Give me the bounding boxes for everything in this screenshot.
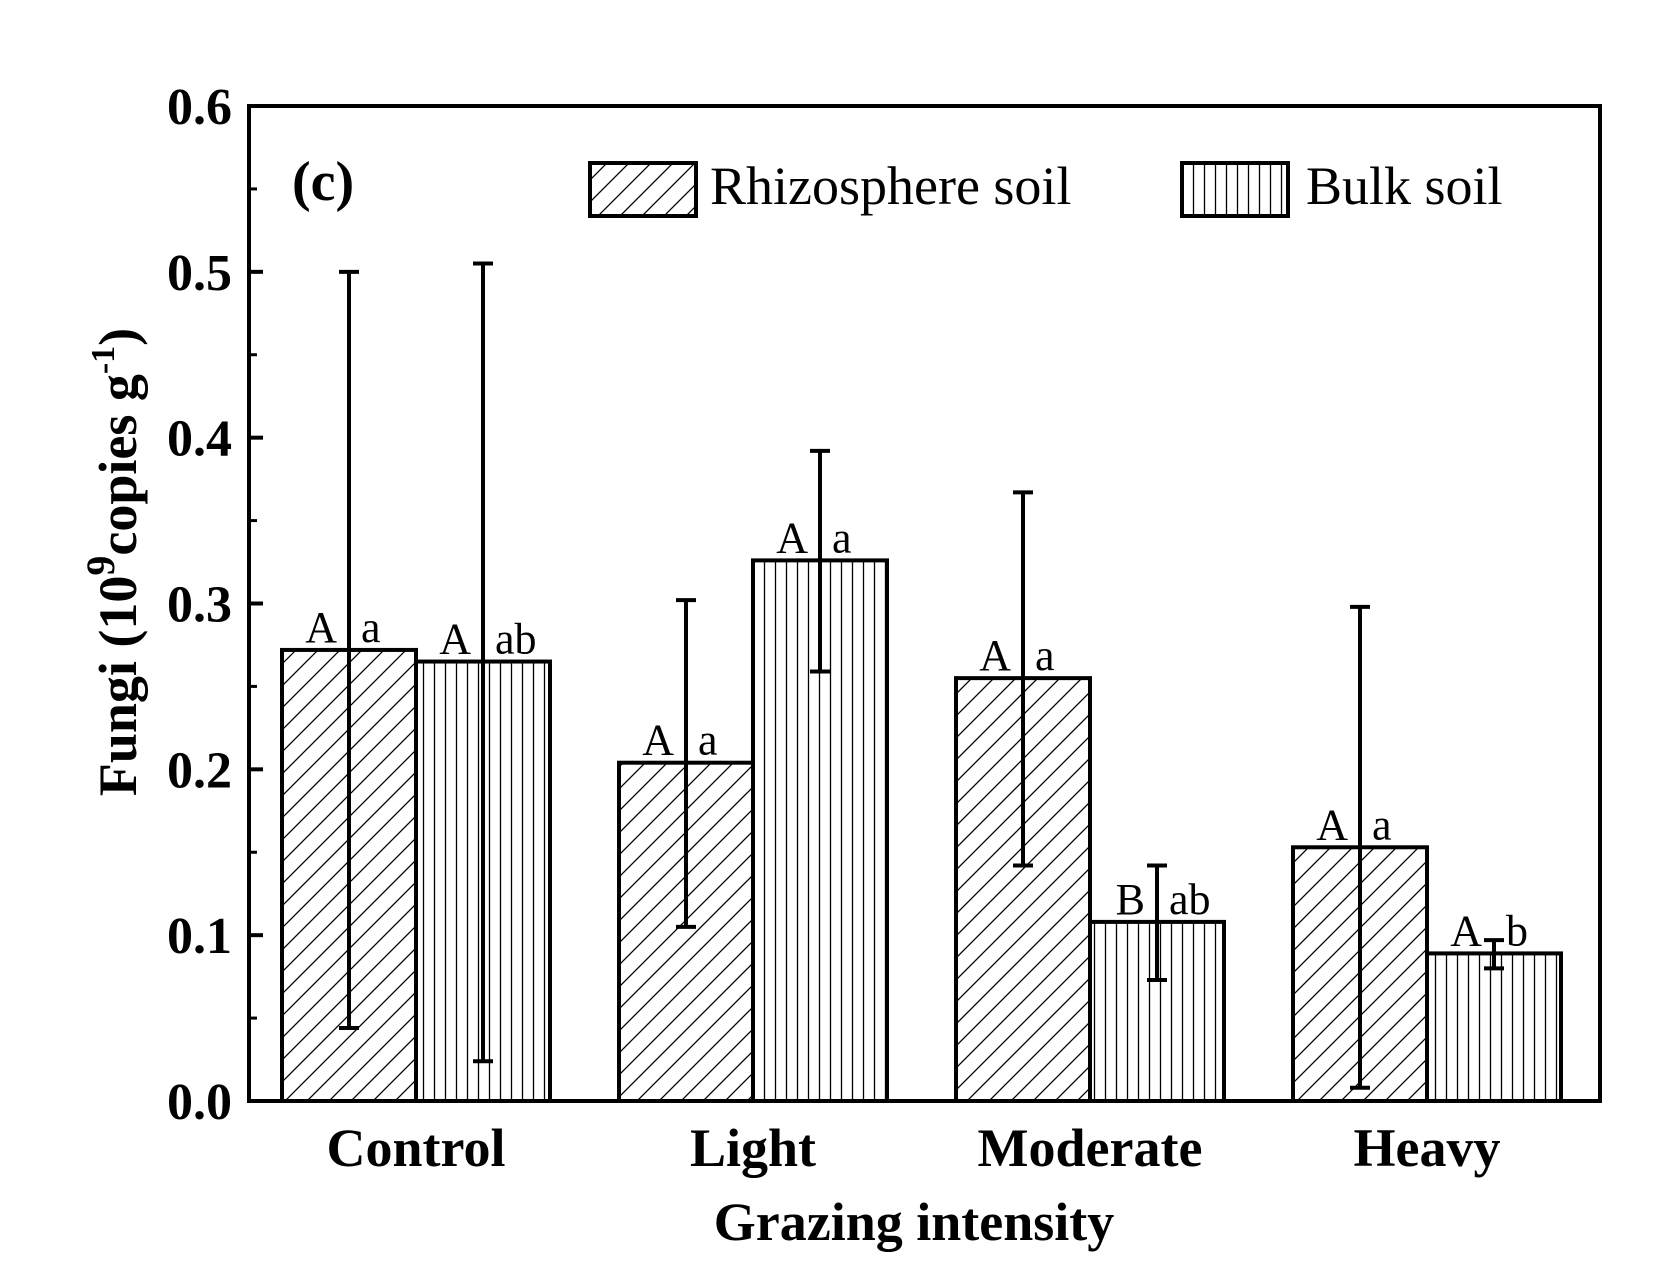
significance-upper: A — [305, 603, 337, 652]
significance-lower: a — [832, 513, 852, 562]
y-axis-title-exponent: 9 — [78, 556, 123, 576]
x-tick-label: Control — [326, 1118, 505, 1178]
significance-lower: ab — [495, 615, 537, 664]
legend-swatch-rhizosphere — [588, 161, 698, 218]
x-tick-label: Heavy — [1354, 1118, 1501, 1178]
y-tick-label: 0.4 — [167, 411, 232, 468]
y-axis-title-part3: ) — [88, 328, 148, 346]
legend-label-bulk: Bulk soil — [1306, 156, 1503, 216]
y-tick-label: 0.6 — [167, 79, 232, 136]
significance-lower: ab — [1169, 875, 1211, 924]
y-tick-label: 0.3 — [167, 577, 232, 634]
significance-lower: a — [698, 716, 718, 765]
significance-lower: a — [361, 603, 381, 652]
significance-upper: A — [979, 631, 1011, 680]
x-tick-label: Light — [690, 1118, 816, 1178]
significance-upper: A — [1316, 800, 1348, 849]
bar-heavy-bulk — [1425, 951, 1563, 1103]
significance-upper: A — [776, 513, 808, 562]
legend-swatch-bulk — [1180, 161, 1290, 218]
significance-upper: A — [439, 615, 471, 664]
y-tick-label: 0.1 — [167, 908, 232, 965]
y-axis-title-part1: Fungi (10 — [88, 576, 148, 797]
x-tick-label: Moderate — [978, 1118, 1203, 1178]
panel-label: (c) — [292, 151, 354, 213]
significance-upper: B — [1116, 875, 1145, 924]
significance-lower: b — [1506, 906, 1528, 955]
y-tick-label: 0.5 — [167, 245, 232, 302]
significance-upper: A — [1450, 906, 1482, 955]
significance-upper: A — [642, 716, 674, 765]
legend-label-rhizosphere: Rhizosphere soil — [710, 156, 1071, 216]
legend: Rhizosphere soil Bulk soil — [588, 156, 1503, 218]
y-tick-label: 0.0 — [167, 1074, 232, 1131]
y-axis-title-exponent2: -1 — [85, 346, 122, 374]
y-tick-label: 0.2 — [167, 742, 232, 799]
y-axis-title-part2: copies g — [88, 374, 148, 556]
x-axis-title: Grazing intensity — [714, 1192, 1115, 1252]
y-axis-title: Fungi (109copies g-1) — [78, 328, 148, 796]
significance-lower: a — [1035, 631, 1055, 680]
bar-light-bulk — [751, 558, 889, 1103]
significance-lower: a — [1372, 800, 1392, 849]
